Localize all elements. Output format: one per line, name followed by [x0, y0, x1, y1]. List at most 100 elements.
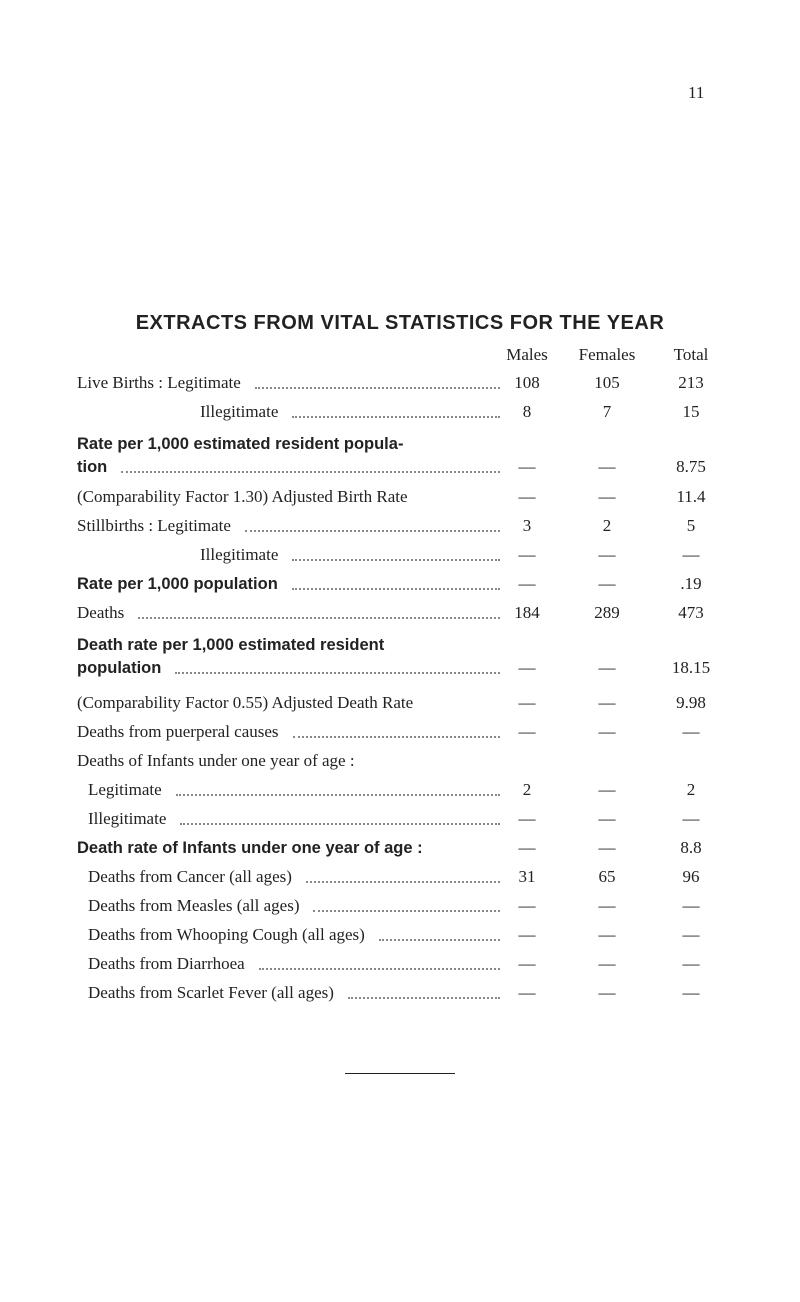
leader-dots	[292, 416, 500, 418]
cell-value: —	[518, 838, 536, 857]
leader-dots	[292, 559, 500, 561]
cell-value: —	[682, 809, 700, 828]
cell-value: —	[682, 925, 700, 944]
row-label: Deaths from Scarlet Fever (all ages)	[88, 983, 334, 1002]
cell-value: —	[682, 896, 700, 915]
cell-value: 8.75	[676, 457, 706, 476]
row-label: Live Births : Legitimate	[77, 373, 241, 392]
row-label: Deaths	[77, 603, 125, 622]
rule	[345, 1073, 455, 1074]
cell-value: 2	[602, 516, 612, 535]
cell-value: —	[518, 658, 536, 677]
row-label: Legitimate	[88, 780, 162, 799]
leader-dots	[244, 530, 500, 532]
cell-value: —	[598, 925, 616, 944]
cell-value: 8	[522, 402, 532, 421]
row-label: Stillbirths : Legitimate	[77, 516, 231, 535]
cell-value: —	[682, 722, 700, 741]
cell-value: —	[518, 487, 536, 506]
row-label: Deaths from Cancer (all ages)	[88, 867, 292, 886]
column-header: Females	[578, 345, 636, 364]
page-number: 11	[688, 83, 705, 102]
title: EXTRACTS FROM VITAL STATISTICS FOR THE Y…	[135, 312, 665, 334]
cell-value: —	[598, 954, 616, 973]
row-label: Death rate of Infants under one year of …	[77, 839, 423, 857]
cell-value: —	[518, 809, 536, 828]
cell-value: 105	[594, 373, 620, 392]
cell-value: 5	[686, 516, 696, 535]
row-label: Deaths from Diarrhoea	[88, 954, 245, 973]
cell-value: —	[518, 574, 536, 593]
leader-dots	[254, 387, 500, 389]
cell-value: —	[518, 983, 536, 1002]
row-label: Illegitimate	[88, 809, 167, 828]
cell-value: 473	[678, 603, 704, 622]
cell-value: 8.8	[680, 838, 702, 857]
column-header: Total	[673, 345, 709, 364]
cell-value: —	[518, 925, 536, 944]
leader-dots	[175, 672, 500, 674]
cell-value: —	[598, 809, 616, 828]
cell-value: 9.98	[676, 693, 706, 712]
row-label: Illegitimate	[200, 545, 279, 564]
leader-dots	[175, 794, 500, 796]
cell-value: 108	[514, 373, 540, 392]
cell-value: —	[598, 574, 616, 593]
row-label: (Comparability Factor 1.30) Adjusted Bir…	[77, 487, 408, 506]
leader-dots	[292, 736, 500, 738]
cell-value: —	[598, 487, 616, 506]
row-label: Deaths from Measles (all ages)	[88, 896, 300, 915]
cell-value: 11.4	[676, 487, 706, 506]
row-label: Rate per 1,000 estimated resident popula…	[77, 435, 404, 453]
row-label: Illegitimate	[200, 402, 279, 421]
cell-value: 213	[678, 373, 704, 392]
cell-value: 65	[598, 867, 616, 886]
cell-value: 2	[686, 780, 696, 799]
leader-dots	[121, 471, 500, 473]
row-label: Death rate per 1,000 estimated resident	[77, 636, 385, 654]
row-label: Deaths of Infants under one year of age …	[77, 751, 355, 770]
leader-dots	[347, 997, 500, 999]
leader-dots	[138, 617, 500, 619]
cell-value: 184	[514, 603, 540, 622]
row-label: (Comparability Factor 0.55) Adjusted Dea…	[77, 693, 414, 712]
leader-dots	[291, 588, 500, 590]
cell-value: —	[598, 693, 616, 712]
cell-value: 18.15	[671, 658, 711, 677]
leader-dots	[313, 910, 500, 912]
row-label: Deaths from puerperal causes	[77, 722, 279, 741]
cell-value: —	[518, 545, 536, 564]
cell-value: —	[598, 722, 616, 741]
row-label: Rate per 1,000 population	[77, 575, 278, 593]
cell-value: —	[598, 457, 616, 476]
row-label: Deaths from Whooping Cough (all ages)	[88, 925, 365, 944]
cell-value: 31	[518, 867, 536, 886]
cell-value: 7	[602, 402, 612, 421]
cell-value: 15	[682, 402, 700, 421]
row-label: tion	[77, 458, 108, 476]
cell-value: —	[518, 457, 536, 476]
cell-value: —	[682, 983, 700, 1002]
cell-value: 2	[522, 780, 532, 799]
cell-value: —	[682, 545, 700, 564]
cell-value: —	[598, 838, 616, 857]
cell-value: —	[682, 954, 700, 973]
column-header: Males	[506, 345, 548, 364]
cell-value: —	[598, 658, 616, 677]
cell-value: —	[598, 780, 616, 799]
leader-dots	[305, 881, 500, 883]
leader-dots	[180, 823, 500, 825]
cell-value: —	[518, 954, 536, 973]
cell-value: —	[598, 896, 616, 915]
cell-value: —	[518, 693, 536, 712]
cell-value: 289	[594, 603, 620, 622]
leader-dots	[378, 939, 500, 941]
cell-value: —	[518, 896, 536, 915]
leader-dots	[258, 968, 500, 970]
cell-value: —	[598, 545, 616, 564]
cell-value: 3	[522, 516, 532, 535]
cell-value: 96	[682, 867, 700, 886]
row-label: population	[77, 659, 162, 677]
cell-value: —	[518, 722, 536, 741]
cell-value: .19	[680, 574, 702, 593]
